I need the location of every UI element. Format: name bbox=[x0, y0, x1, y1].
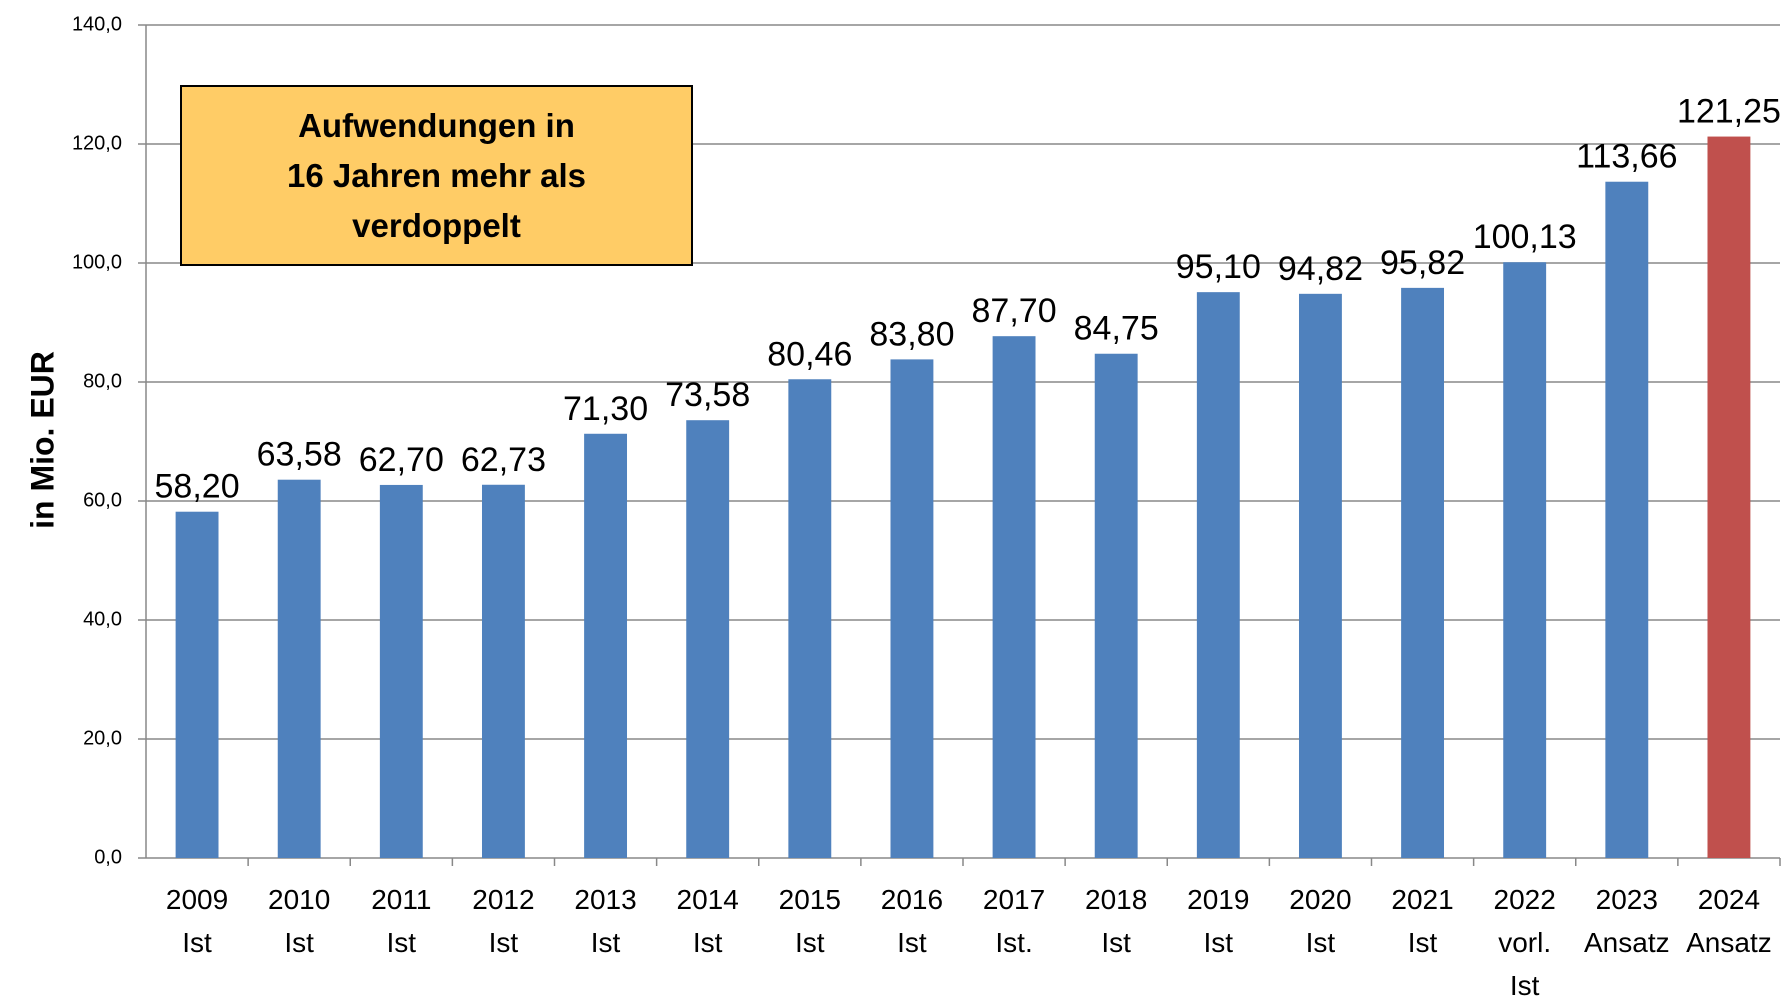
x-tick-label: 2024 Ansatz bbox=[1686, 884, 1772, 958]
bar bbox=[1503, 262, 1547, 858]
bar bbox=[277, 479, 321, 858]
x-tick-label: 2018 Ist bbox=[1085, 884, 1148, 958]
y-tick-label: 100,0 bbox=[72, 251, 122, 273]
bar bbox=[584, 433, 628, 858]
x-tick-label: 2017 Ist. bbox=[982, 884, 1046, 958]
x-tick-label: 2010 Ist bbox=[268, 884, 331, 958]
bar bbox=[890, 359, 934, 858]
x-tick-label: 2022 vorl. Ist bbox=[1493, 884, 1556, 1000]
x-tick-label: 2009 Ist bbox=[165, 884, 229, 958]
bar bbox=[379, 484, 423, 858]
value-label: 62,70 bbox=[359, 441, 444, 479]
x-tick-label: 2011 Ist bbox=[371, 884, 432, 958]
value-label: 62,73 bbox=[461, 441, 546, 479]
bar bbox=[1401, 287, 1445, 859]
bar bbox=[686, 420, 730, 858]
value-label: 94,82 bbox=[1278, 250, 1363, 288]
x-tick-label: 2023 Ansatz bbox=[1584, 884, 1670, 958]
y-tick-label: 140,0 bbox=[72, 13, 122, 35]
value-label: 73,58 bbox=[665, 376, 750, 414]
x-tick-label: 2016 Ist bbox=[880, 884, 944, 958]
value-label: 83,80 bbox=[869, 315, 954, 353]
value-label: 71,30 bbox=[563, 390, 648, 428]
value-label: 95,82 bbox=[1380, 244, 1465, 282]
value-label: 121,25 bbox=[1677, 93, 1781, 131]
bar bbox=[992, 336, 1036, 858]
bar bbox=[788, 379, 832, 858]
y-tick-label: 20,0 bbox=[83, 727, 122, 749]
bar bbox=[175, 511, 219, 858]
x-tick-label: 2020 Ist bbox=[1289, 884, 1352, 958]
y-axis-label: in Mio. EUR bbox=[24, 351, 60, 529]
value-label: 95,10 bbox=[1176, 248, 1261, 286]
x-tick-label: 2015 Ist bbox=[778, 884, 841, 958]
y-tick-label: 60,0 bbox=[83, 489, 122, 511]
y-tick-label: 120,0 bbox=[72, 132, 122, 154]
bar bbox=[1707, 136, 1751, 858]
value-label: 80,46 bbox=[767, 335, 852, 373]
bar bbox=[1605, 181, 1649, 858]
value-label: 100,13 bbox=[1473, 218, 1577, 256]
x-tick-label: 2021 Ist bbox=[1391, 884, 1454, 958]
bar bbox=[1094, 353, 1138, 858]
bar bbox=[1196, 292, 1240, 858]
y-tick-label: 80,0 bbox=[83, 370, 122, 392]
y-tick-label: 0,0 bbox=[94, 846, 122, 868]
value-label: 84,75 bbox=[1074, 310, 1159, 348]
x-tick-label: 2013 Ist bbox=[574, 884, 637, 958]
value-label: 87,70 bbox=[972, 292, 1057, 330]
bar bbox=[481, 484, 525, 858]
x-tick-label: 2012 Ist bbox=[472, 884, 535, 958]
annotation: Aufwendungen in 16 Jahren mehr als verdo… bbox=[180, 85, 693, 266]
y-tick-label: 40,0 bbox=[83, 608, 122, 630]
bar bbox=[1298, 293, 1342, 858]
x-tick-label: 2014 Ist bbox=[676, 884, 739, 958]
value-label: 113,66 bbox=[1576, 138, 1677, 176]
x-tick-label: 2019 Ist bbox=[1187, 884, 1250, 958]
value-label: 58,20 bbox=[155, 468, 240, 506]
value-label: 63,58 bbox=[257, 436, 342, 474]
